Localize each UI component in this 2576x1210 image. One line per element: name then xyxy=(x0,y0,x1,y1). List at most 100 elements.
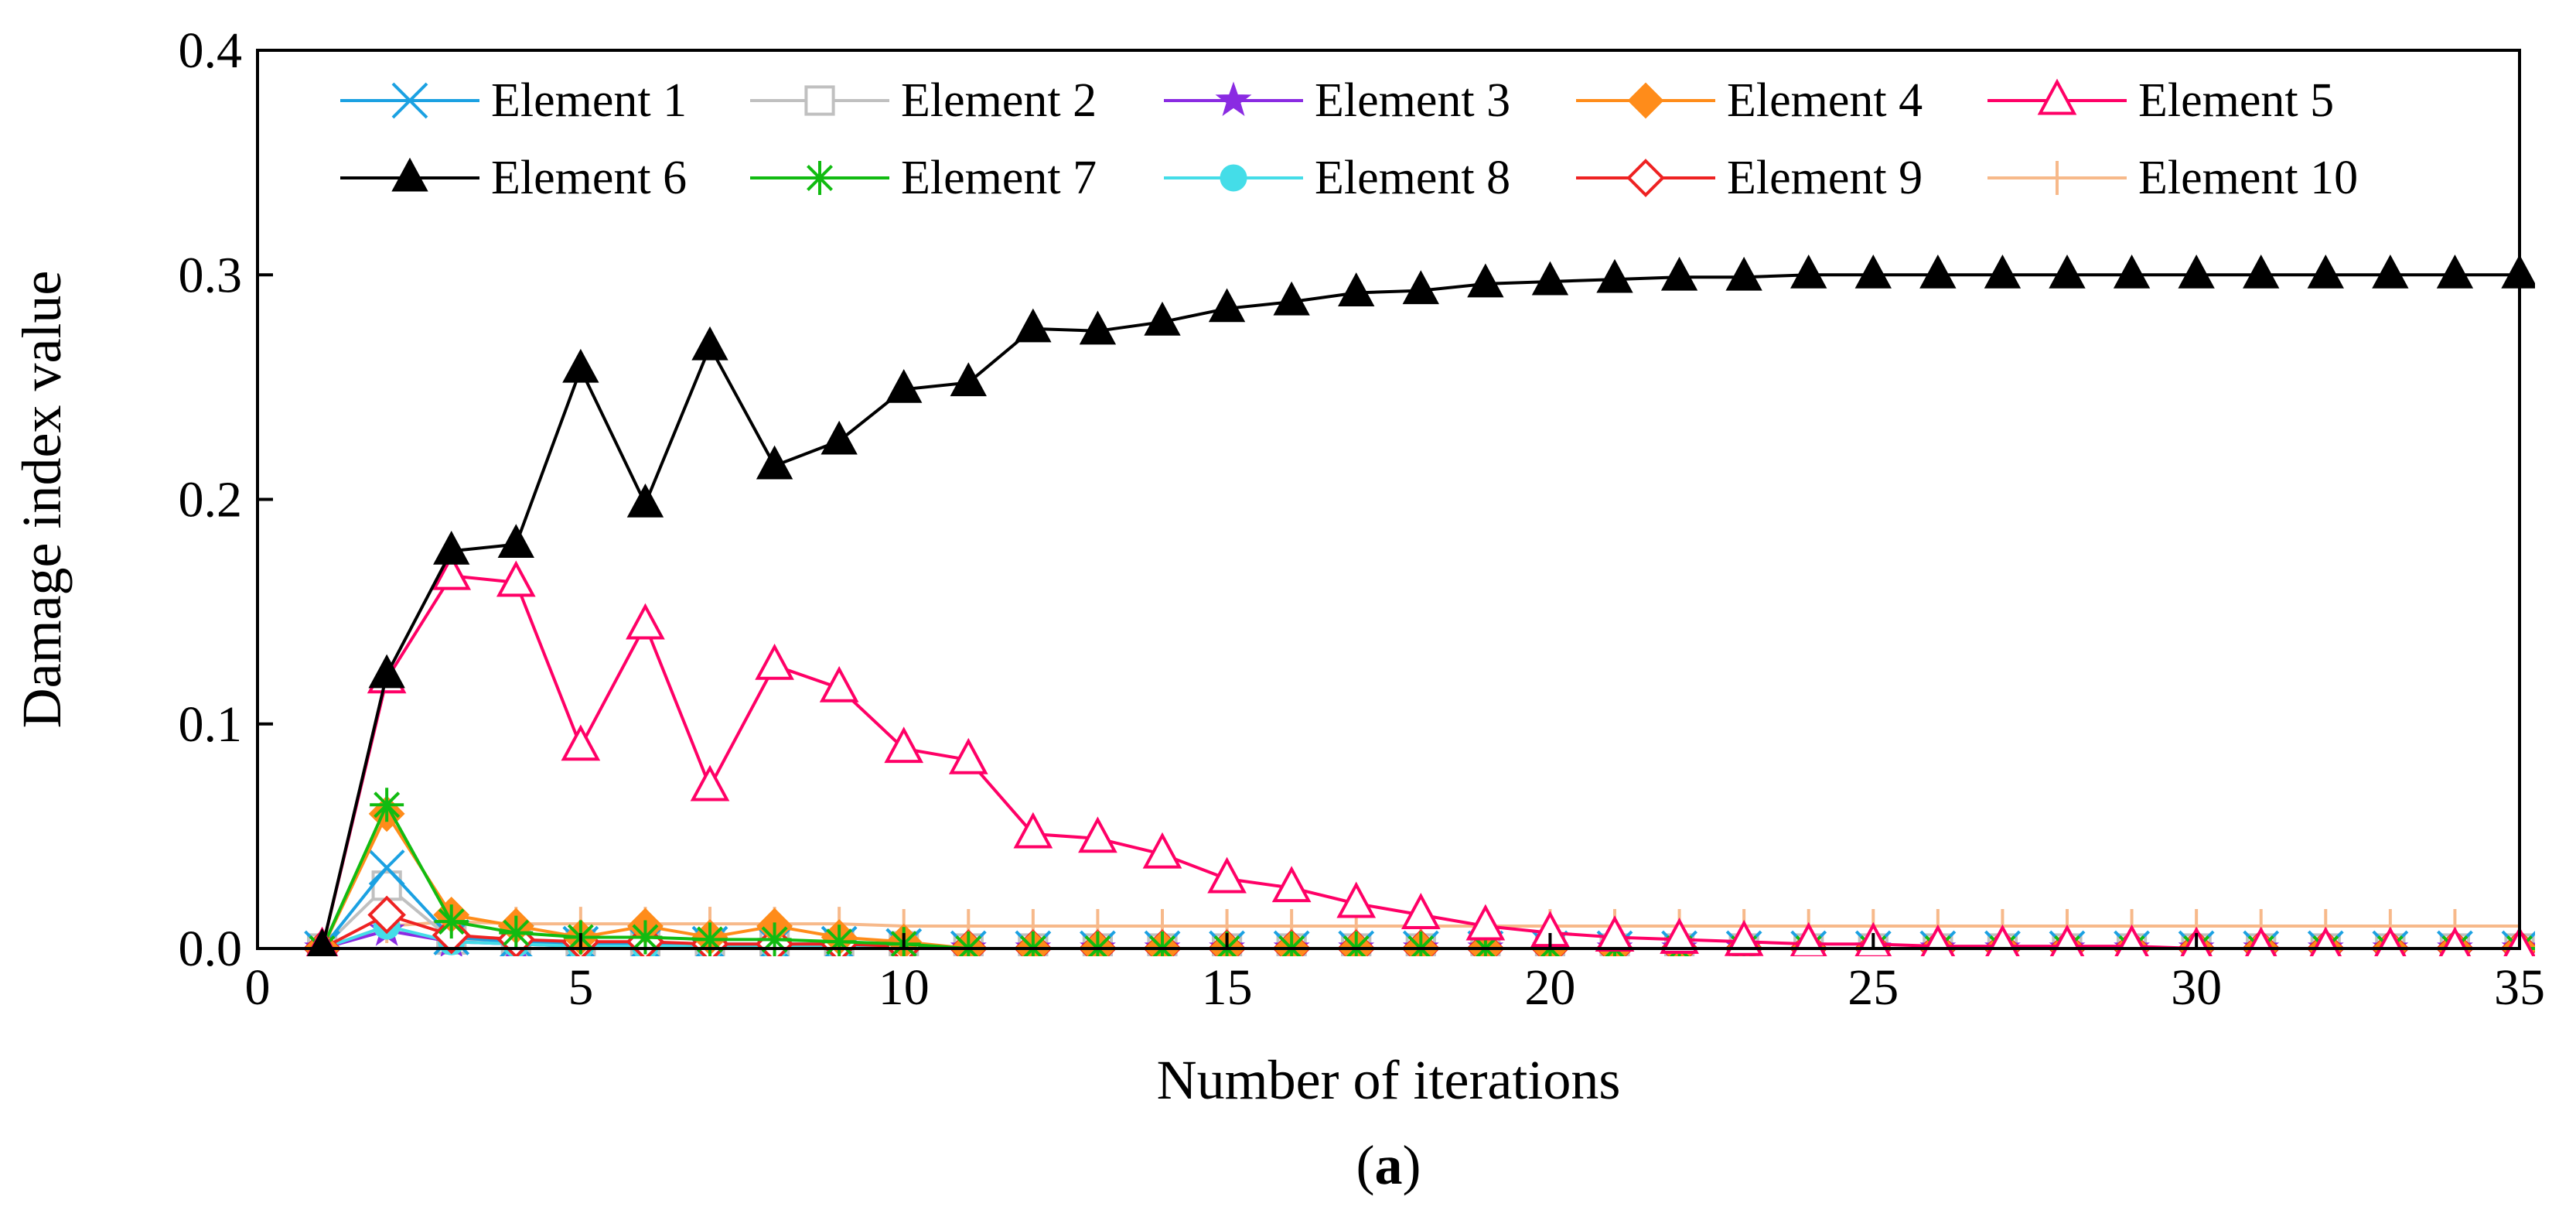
legend-label: Element 2 xyxy=(901,74,1097,127)
marker-triangle xyxy=(1660,256,1698,291)
x-tick-label: 25 xyxy=(1848,959,1899,1016)
marker-triangle xyxy=(391,157,428,192)
marker-square xyxy=(804,85,835,116)
marker-triangle xyxy=(1790,254,1827,289)
marker-triangle xyxy=(948,737,988,774)
x-tick-label: 15 xyxy=(1202,959,1253,1016)
marker-triangle xyxy=(885,368,923,403)
marker-circle xyxy=(1220,164,1247,192)
marker-asterisk xyxy=(632,924,659,951)
marker-asterisk xyxy=(374,791,401,819)
marker-triangle xyxy=(1402,270,1439,305)
y-tick-label: 0.0 xyxy=(179,921,243,977)
marker-triangle xyxy=(884,726,924,764)
marker-triangle xyxy=(691,326,728,361)
marker-diamond xyxy=(1626,159,1665,197)
marker-triangle xyxy=(1208,288,1246,323)
marker-triangle xyxy=(756,445,793,480)
legend-item: Element 3 xyxy=(1164,74,1510,127)
x-tick-label: 0 xyxy=(245,959,271,1016)
marker-triangle xyxy=(496,560,536,597)
legend-item: Element 10 xyxy=(1987,152,2358,204)
marker-triangle xyxy=(368,654,405,689)
x-axis-ticks: 0 5 10 15 20 25 30 35 xyxy=(245,933,2545,1016)
marker-asterisk xyxy=(503,919,530,946)
legend-item: Element 6 xyxy=(340,152,687,204)
marker-triangle xyxy=(950,362,987,397)
x-tick-label: 30 xyxy=(2171,959,2222,1016)
marker-triangle xyxy=(1013,812,1053,849)
legend-item: Element 9 xyxy=(1576,152,1923,204)
legend-label: Element 10 xyxy=(2138,152,2358,204)
y-axis-ticks: 0.0 0.1 0.2 0.3 0.4 xyxy=(179,22,273,977)
marker-triangle xyxy=(1596,258,1633,293)
caption-open: ( xyxy=(1356,1134,1375,1196)
legend-label: Element 8 xyxy=(1315,152,1510,204)
marker-triangle xyxy=(2372,254,2409,289)
marker-triangle xyxy=(626,484,664,518)
series-element-5 xyxy=(305,553,2535,956)
marker-diamond xyxy=(1627,82,1664,119)
marker-triangle xyxy=(433,530,470,565)
marker-triangle xyxy=(561,724,601,761)
marker-triangle xyxy=(755,643,794,680)
marker-triangle xyxy=(1271,866,1312,903)
marker-triangle xyxy=(1401,893,1441,929)
y-tick-label: 0.2 xyxy=(179,472,243,528)
legend-label: Element 3 xyxy=(1315,74,1510,127)
marker-triangle xyxy=(1142,832,1182,869)
x-axis-title: Number of iterations xyxy=(1157,1049,1621,1111)
legend-item: Element 4 xyxy=(1576,74,1923,127)
legend-label: Element 6 xyxy=(491,152,687,204)
marker-triangle xyxy=(1144,301,1181,336)
caption-label: a xyxy=(1375,1134,1403,1196)
marker-triangle xyxy=(562,348,599,383)
marker-triangle xyxy=(432,553,472,590)
marker-triangle xyxy=(1660,917,1699,954)
legend-label: Element 9 xyxy=(1727,152,1923,204)
marker-triangle xyxy=(2243,254,2280,289)
marker-triangle xyxy=(1984,254,2022,289)
legend-item: Element 7 xyxy=(750,152,1097,204)
x-tick-label: 35 xyxy=(2494,959,2545,1016)
marker-triangle xyxy=(1467,263,1504,298)
legend-label: Element 5 xyxy=(2138,74,2334,127)
y-tick-label: 0.4 xyxy=(179,22,243,79)
marker-triangle xyxy=(1207,856,1247,894)
y-tick-label: 0.1 xyxy=(179,696,243,753)
marker-triangle xyxy=(2113,254,2151,289)
x-tick-label: 20 xyxy=(1524,959,1575,1016)
series-layer xyxy=(302,254,2535,956)
marker-triangle xyxy=(1015,308,1052,343)
marker-triangle xyxy=(1336,881,1377,918)
marker-triangle xyxy=(1079,310,1117,345)
marker-diamond xyxy=(367,895,406,935)
legend: Element 1 Element 2 Element 3 Element 4 Elem… xyxy=(340,74,2358,204)
legend-item: Element 2 xyxy=(750,74,1097,127)
legend-item: Element 8 xyxy=(1164,152,1510,204)
marker-triangle xyxy=(1465,904,1506,941)
marker-triangle xyxy=(2307,254,2344,289)
y-axis-title: Damage index value xyxy=(11,271,73,729)
marker-triangle xyxy=(1724,919,1764,956)
marker-triangle xyxy=(626,603,665,640)
marker-x xyxy=(368,849,405,886)
marker-asterisk xyxy=(807,165,833,191)
marker-triangle xyxy=(2178,254,2215,289)
marker-triangle xyxy=(1725,256,1762,291)
legend-label: Element 7 xyxy=(901,152,1097,204)
marker-triangle xyxy=(1531,261,1569,296)
marker-star xyxy=(1215,81,1252,116)
marker-triangle xyxy=(2436,254,2474,289)
series-element-6 xyxy=(306,254,2535,956)
legend-label: Element 1 xyxy=(491,74,687,127)
marker-triangle xyxy=(1078,816,1117,853)
marker-triangle xyxy=(1854,254,1892,289)
x-tick-label: 5 xyxy=(568,959,593,1016)
y-tick-label: 0.3 xyxy=(179,247,243,303)
legend-label: Element 4 xyxy=(1727,74,1923,127)
marker-triangle xyxy=(2037,78,2077,115)
legend-item: Element 5 xyxy=(1987,74,2334,127)
series-line xyxy=(320,273,2520,949)
